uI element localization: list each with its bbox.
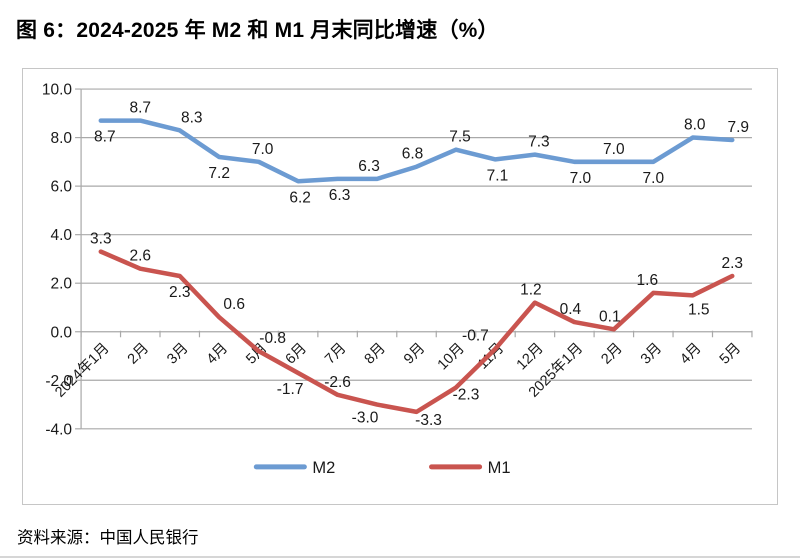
data-label-m1: 2.6	[129, 248, 151, 265]
legend-label-m1: M1	[488, 458, 511, 477]
x-axis-label: 2月	[598, 340, 625, 367]
data-label-m1: 1.2	[520, 282, 542, 299]
data-label-m1: 0.1	[599, 308, 621, 325]
data-label-m1: -0.7	[462, 328, 489, 345]
y-axis-label: 4.0	[50, 227, 72, 244]
bottom-divider	[0, 556, 800, 558]
data-label-m2: 7.3	[528, 134, 550, 151]
data-label-m2: 6.3	[329, 187, 351, 204]
y-axis-label: -2.0	[45, 373, 72, 390]
figure-title: 图 6：2024-2025 年 M2 和 M1 月末同比增速（%）	[16, 19, 499, 42]
data-label-m2: 7.0	[643, 170, 665, 187]
y-axis-label: -4.0	[45, 421, 72, 438]
x-axis-label: 4月	[677, 340, 704, 367]
y-axis-label: 10.0	[42, 82, 73, 99]
data-label-m2: 7.5	[449, 129, 471, 146]
data-label-m2: 7.0	[570, 170, 592, 187]
data-label-m2: 7.0	[603, 141, 625, 158]
x-axis-label: 3月	[638, 340, 665, 367]
data-label-m2: 7.1	[487, 167, 509, 184]
x-axis-label: 2024年1月	[52, 340, 113, 401]
y-axis-label: 0.0	[50, 324, 72, 341]
data-label-m2: 6.3	[358, 158, 380, 175]
x-axis-label: 6月	[283, 340, 310, 367]
data-label-m1: 2.3	[169, 284, 191, 301]
data-label-m1: -3.0	[352, 410, 379, 427]
data-label-m2: 7.2	[208, 165, 230, 182]
data-label-m2: 7.9	[727, 119, 749, 136]
x-axis-label: 3月	[164, 340, 191, 367]
data-label-m2: 6.2	[289, 189, 311, 206]
data-label-m1: 2.3	[721, 255, 743, 272]
x-axis-label: 7月	[322, 340, 349, 367]
x-axis-label: 4月	[204, 340, 231, 367]
y-axis-label: 6.0	[50, 179, 72, 196]
data-label-m2: 6.8	[402, 146, 424, 163]
y-axis-label: 2.0	[50, 276, 72, 293]
x-axis-label: 8月	[362, 340, 389, 367]
series-line-m2	[98, 118, 735, 184]
data-label-m1: 1.5	[688, 301, 710, 318]
line-chart-svg: 10.0 8.0 6.0 4.0 2.0 0.0 -2.0 -4.0 2024年1月 2月 3月 4月…	[42, 82, 753, 477]
x-axis-label: 12月	[514, 340, 547, 373]
data-label-m1: -2.6	[324, 374, 351, 391]
x-axis-label: 9月	[401, 340, 428, 367]
data-label-m2: 8.0	[684, 117, 706, 134]
data-label-m1: 0.6	[223, 296, 245, 313]
series-line-m1	[98, 249, 735, 415]
data-label-m2: 8.7	[129, 100, 151, 117]
x-axis-label: 5月	[717, 340, 744, 367]
chart-area: 10.0 8.0 6.0 4.0 2.0 0.0 -2.0 -4.0 2024年1月 2月 3月 4月…	[22, 68, 778, 505]
data-label-m1: -3.3	[415, 412, 442, 429]
legend-label-m2: M2	[312, 458, 335, 477]
x-axis-label: 11月	[475, 340, 507, 372]
data-label-m2: 8.7	[94, 129, 116, 146]
source-note: 资料来源：中国人民银行	[17, 529, 199, 547]
data-label-m2: 7.0	[252, 141, 274, 158]
x-axis-label: 2月	[125, 340, 152, 367]
data-label-m2: 8.3	[181, 109, 203, 126]
data-label-m1: -1.7	[277, 381, 304, 398]
data-label-m1: -0.8	[259, 330, 286, 347]
x-axis-label: 10月	[435, 340, 468, 373]
data-label-m1: 0.4	[560, 301, 582, 318]
data-label-m1: 3.3	[90, 231, 112, 248]
data-label-m1: -2.3	[453, 387, 480, 404]
data-label-m1: 1.6	[637, 272, 659, 289]
y-axis-label: 8.0	[50, 130, 72, 147]
